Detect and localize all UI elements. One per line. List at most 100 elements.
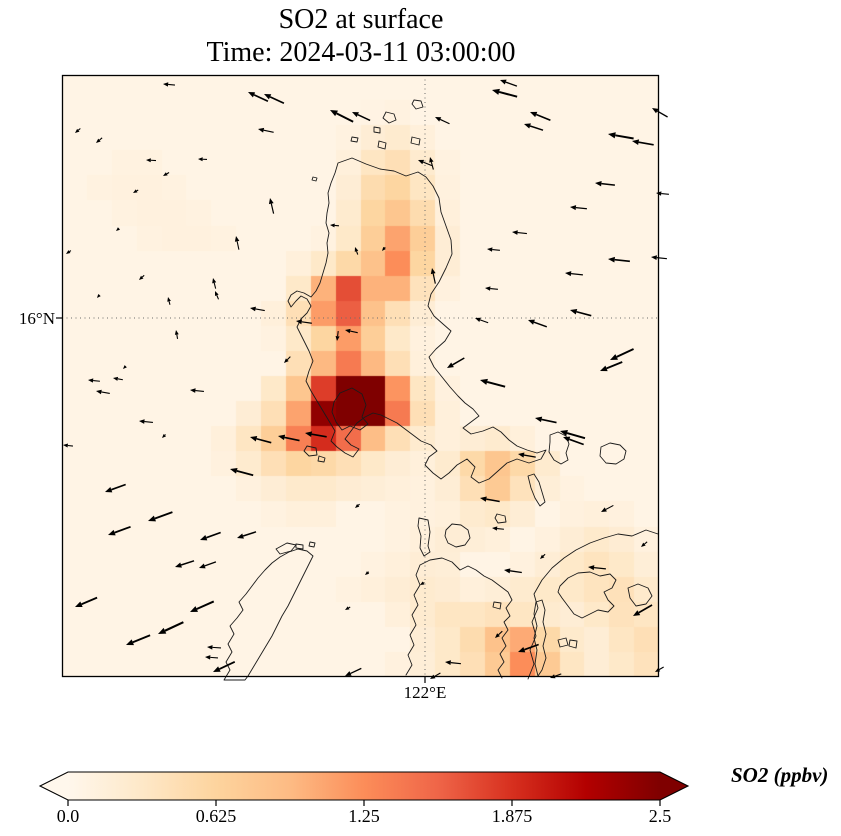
wind-arrow-head bbox=[250, 306, 256, 312]
wind-arrow-head bbox=[560, 430, 568, 437]
wind-arrow-head bbox=[190, 388, 196, 393]
wind-arrow-head bbox=[198, 157, 203, 162]
wind-arrow-shaft bbox=[337, 331, 339, 337]
wind-arrow-head bbox=[212, 278, 217, 284]
wind-arrow-head bbox=[97, 294, 101, 298]
wind-arrow-shaft bbox=[367, 571, 370, 573]
wind-arrow-head bbox=[268, 198, 274, 205]
wind-arrow-shaft bbox=[301, 321, 312, 324]
wind-arrow-head bbox=[126, 639, 134, 646]
coastline bbox=[350, 136, 359, 143]
wind-arrow-shaft bbox=[505, 81, 518, 87]
coastline bbox=[223, 548, 314, 681]
coastline bbox=[410, 136, 421, 146]
wind-arrow-head bbox=[63, 443, 68, 448]
wind-arrow-head bbox=[205, 655, 211, 660]
coastline-paths bbox=[223, 99, 659, 681]
wind-arrow-shaft bbox=[195, 390, 204, 393]
wind-arrow-head bbox=[420, 581, 425, 585]
wind-arrow-shaft bbox=[236, 241, 240, 250]
wind-arrow-shaft bbox=[509, 570, 522, 574]
wind-arrow-shaft bbox=[479, 319, 489, 324]
wind-arrow-shaft bbox=[661, 193, 669, 195]
wind-arrow-shaft bbox=[69, 250, 72, 253]
coastline bbox=[527, 473, 546, 507]
wind-arrow-shaft bbox=[570, 272, 583, 276]
wind-arrow-head bbox=[641, 542, 646, 547]
coastline bbox=[417, 517, 431, 557]
map-overlay-svg bbox=[56, 74, 669, 683]
wind-arrow-shaft bbox=[593, 566, 606, 570]
gridlines bbox=[62, 75, 659, 677]
coastline bbox=[533, 599, 547, 677]
wind-arrow-head bbox=[258, 127, 265, 133]
coastline bbox=[275, 542, 297, 555]
wind-arrow-shaft bbox=[219, 661, 236, 670]
wind-arrow-head bbox=[601, 507, 607, 512]
y-axis-tick-label: 16°N bbox=[18, 309, 55, 328]
wind-arrow-shaft bbox=[168, 301, 171, 305]
wind-arrow-head bbox=[504, 568, 511, 574]
wind-arrow-shaft bbox=[176, 334, 179, 339]
coastline bbox=[308, 541, 316, 548]
coastline bbox=[287, 157, 547, 484]
coastline bbox=[494, 513, 507, 524]
wind-arrow-head bbox=[608, 256, 615, 263]
wind-arrow-head bbox=[445, 660, 451, 666]
colorbar-tick-label: 1.875 bbox=[491, 806, 533, 826]
wind-arrow-head bbox=[174, 330, 179, 335]
wind-arrow-head bbox=[382, 246, 386, 251]
wind-arrow-shaft bbox=[180, 560, 195, 566]
wind-arrow-head bbox=[190, 606, 198, 612]
wind-arrow-shaft bbox=[384, 246, 386, 249]
wind-arrow-shaft bbox=[535, 113, 551, 122]
wind-arrow-shaft bbox=[430, 161, 434, 170]
chart-subtitle: Time: 2024-03-11 03:00:00 bbox=[206, 37, 516, 68]
wind-arrows bbox=[63, 79, 669, 679]
wind-arrow-shaft bbox=[605, 504, 614, 510]
coastline bbox=[373, 126, 381, 134]
wind-arrow-shaft bbox=[533, 321, 548, 328]
wind-arrow-shaft bbox=[242, 531, 257, 537]
wind-arrow-head bbox=[565, 271, 572, 277]
wind-arrow-shaft bbox=[212, 646, 222, 649]
wind-arrow-head bbox=[213, 666, 221, 672]
coastline bbox=[444, 523, 471, 548]
so2-heatmap-canvas bbox=[62, 75, 659, 677]
wind-arrow-shaft bbox=[204, 561, 217, 567]
colorbar-tick-label: 0.0 bbox=[56, 806, 80, 826]
wind-arrow-shaft bbox=[498, 630, 503, 636]
wind-arrow-shaft bbox=[450, 662, 461, 665]
wind-arrow-shaft bbox=[136, 189, 139, 192]
coastline bbox=[548, 431, 570, 465]
wind-arrow-shaft bbox=[529, 125, 544, 131]
wind-arrow-head bbox=[633, 610, 641, 616]
wind-arrow-head bbox=[278, 434, 286, 441]
wind-arrow-head bbox=[237, 533, 244, 539]
wind-arrow-head bbox=[108, 529, 116, 536]
wind-arrow-head bbox=[167, 297, 171, 302]
wind-arrow-head bbox=[608, 132, 616, 139]
wind-arrow-head bbox=[429, 157, 434, 163]
wind-arrow-shaft bbox=[164, 621, 184, 632]
wind-arrow-head bbox=[475, 317, 481, 323]
wind-arrow-shaft bbox=[168, 83, 176, 86]
wind-arrow-head bbox=[330, 223, 335, 228]
wind-arrow-shaft bbox=[615, 134, 634, 140]
wind-arrow-shaft bbox=[286, 356, 291, 361]
wind-arrow-head bbox=[492, 526, 498, 531]
wind-arrow-head bbox=[524, 123, 531, 129]
wind-arrow-head bbox=[66, 250, 71, 254]
wind-arrow-shaft bbox=[497, 527, 504, 530]
wind-arrow-head bbox=[563, 436, 571, 442]
wind-arrow-head bbox=[365, 571, 370, 575]
wind-arrow-head bbox=[354, 247, 359, 252]
wind-arrow-shaft bbox=[154, 511, 173, 520]
wind-arrow-shaft bbox=[166, 172, 170, 175]
coastline bbox=[331, 387, 369, 431]
wind-arrow-shaft bbox=[350, 667, 362, 675]
wind-arrow-head bbox=[570, 205, 577, 211]
wind-arrow-head bbox=[296, 319, 303, 325]
wind-arrow-shaft bbox=[216, 295, 220, 300]
